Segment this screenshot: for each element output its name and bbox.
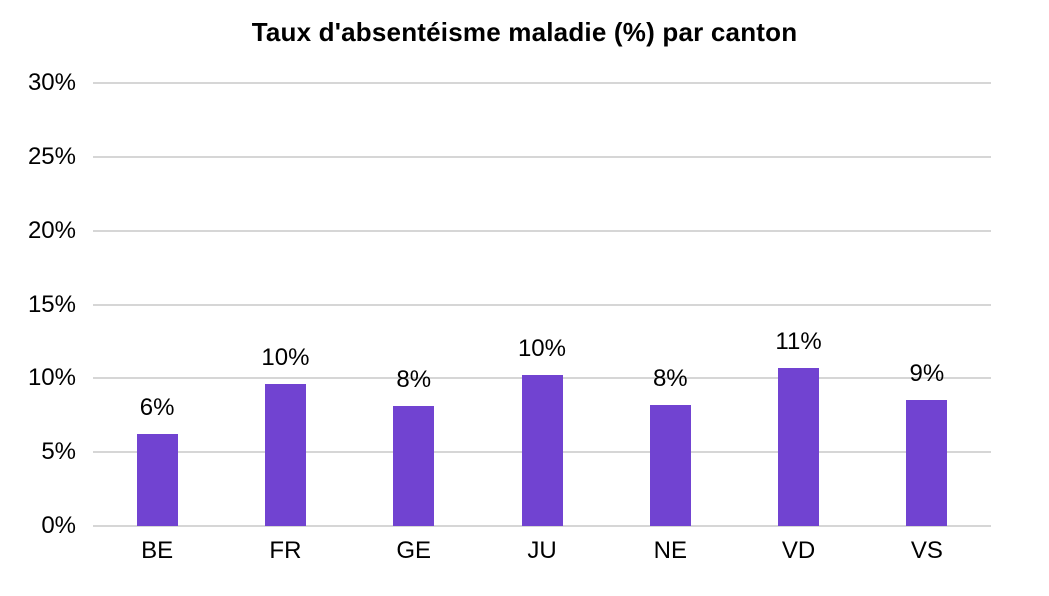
bar-FR (264, 384, 306, 526)
x-tick-label-VD: VD (781, 537, 816, 564)
chart-title: Taux d'absentéisme maladie (%) par canto… (251, 17, 798, 47)
bar-value-label-VS: 9% (909, 360, 945, 388)
gridline-20 (93, 229, 991, 232)
bar-VD (778, 368, 820, 526)
x-tick-label-GE: GE (396, 537, 432, 564)
x-tick-label-VS: VS (910, 537, 943, 564)
bar-JU (521, 375, 563, 526)
y-tick-label: 30% (27, 69, 76, 96)
bar-value-label-VD: 11% (775, 328, 822, 355)
bar-value-label-NE: 8% (652, 364, 688, 392)
bar-NE (649, 404, 691, 526)
bar-value-label-BE: 6% (139, 394, 175, 422)
x-tick-label-BE: BE (141, 537, 174, 564)
y-tick-label: 15% (27, 290, 76, 318)
y-tick-label: 25% (27, 142, 76, 170)
gridline-25 (93, 155, 991, 158)
plot-area: 6% 10% 8% 10% 8% 11% 9% (93, 82, 991, 527)
gridline-30 (93, 82, 991, 84)
y-tick-label: 0% (41, 512, 76, 539)
gridline-15 (93, 303, 991, 306)
bar-VS (906, 400, 948, 526)
x-tick-label-FR: FR (269, 537, 302, 564)
bar-value-label-JU: 10% (517, 335, 566, 363)
bar-value-label-FR: 10% (261, 344, 310, 372)
bar-GE (393, 406, 435, 526)
y-tick-label: 20% (27, 216, 76, 244)
bar-value-label-GE: 8% (396, 366, 432, 394)
bar-BE (136, 434, 178, 526)
x-tick-label-JU: JU (527, 537, 557, 564)
x-tick-label-NE: NE (653, 537, 687, 564)
y-tick-label: 5% (41, 438, 76, 466)
y-tick-label: 10% (27, 364, 76, 392)
gridline-0 (93, 525, 991, 527)
